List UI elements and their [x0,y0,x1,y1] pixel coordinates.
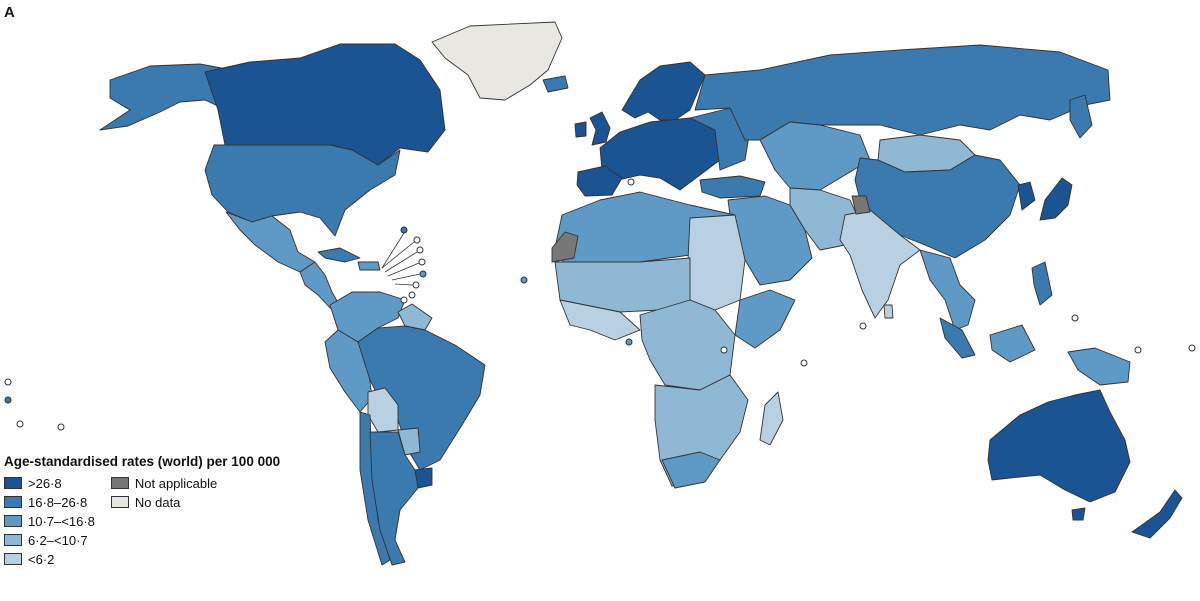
legend-item-10-7-16-8: 10·7–<16·8 [4,513,95,529]
legend-rate-classes: >26·8 16·8–26·8 10·7–<16·8 6·2–<10·7 <6·… [4,475,95,567]
legend-item-no-data: No data [110,494,217,510]
legend-item-label: <6·2 [28,551,55,567]
region-iceland [542,75,569,93]
region-iberia [576,165,623,197]
legend-item-lt6-2: <6·2 [4,551,95,567]
region-indonesia [989,324,1036,363]
legend-item-label: 10·7–<16·8 [28,513,95,529]
region-southeast-asia [919,249,976,331]
region-sumatra [939,317,976,359]
region-india [839,209,921,319]
region-central-africa [639,299,736,391]
legend-swatch [4,534,22,546]
region-scandinavia [621,61,706,121]
region-egypt-sudan [687,214,746,311]
region-turkey [699,175,766,199]
region-new-zealand [1131,489,1183,539]
region-japan [1039,177,1073,221]
region-cuba [317,247,361,263]
region-south-africa [661,451,721,489]
region-new-guinea [1067,347,1131,386]
legend-swatch [4,496,22,508]
region-tasmania [1071,507,1086,521]
region-uk [589,111,611,146]
region-horn-africa [734,289,796,349]
small-island-markers [4,178,1196,431]
region-ireland [574,121,587,138]
legend-swatch [110,496,129,508]
legend-swatch [4,515,22,527]
region-mexico [225,211,316,273]
region-central-asia [759,121,871,191]
region-kamchatka [1069,94,1093,139]
legend-item-label: No data [134,494,181,510]
legend-swatch [4,477,22,489]
region-madagascar [759,391,784,446]
region-greenland [431,21,563,101]
region-russia [694,44,1111,141]
region-sri-lanka [883,304,894,319]
legend-item-gt26-8: >26·8 [4,475,95,491]
legend-item-label: 16·8–26·8 [28,494,88,510]
region-not-applicable-western-sahara [551,231,579,263]
region-hispaniola [357,261,381,271]
legend-item-label: 6·2–<10·7 [28,532,88,548]
region-korea [1017,181,1036,211]
legend-item-6-2-10-7: 6·2–<10·7 [4,532,95,548]
region-usa [204,144,401,237]
legend-item-16-8-26-8: 16·8–26·8 [4,494,95,510]
region-not-applicable-kashmir [851,195,871,215]
legend-swatch [110,477,129,489]
region-guianas [397,303,433,331]
legend: Age-standardised rates (world) per 100 0… [4,454,280,567]
region-philippines [1031,261,1053,306]
legend-title: Age-standardised rates (world) per 100 0… [4,454,281,469]
panel-label: A [4,4,15,21]
legend-other-classes: Not applicable No data [110,475,218,567]
legend-item-not-applicable: Not applicable [110,475,218,491]
region-alaska [99,63,233,131]
legend-item-label: Not applicable [134,475,218,491]
legend-swatch [4,553,22,565]
region-west-africa [559,299,641,341]
legend-item-label: >26·8 [28,475,62,491]
region-australia [987,389,1131,503]
region-argentina [369,431,419,566]
